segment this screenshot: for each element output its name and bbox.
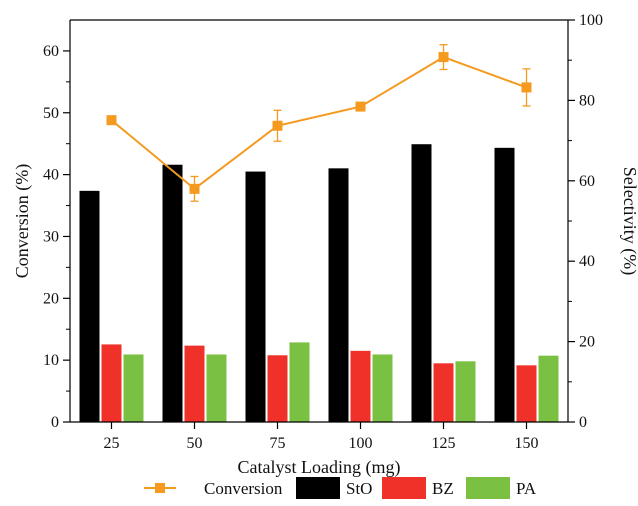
bar-pa-25 xyxy=(123,354,144,422)
conversion-marker-50 xyxy=(189,183,200,194)
y2-tick-label-80: 80 xyxy=(579,92,595,109)
bar-pa-125 xyxy=(455,361,476,422)
x-tick-label-25: 25 xyxy=(104,435,120,452)
bar-pa-75 xyxy=(289,342,310,422)
y-tick-label-10: 10 xyxy=(43,352,59,369)
y-tick-label-20: 20 xyxy=(43,290,59,307)
bar-bz-75 xyxy=(267,355,288,422)
legend-swatch-conversion-marker xyxy=(155,483,165,493)
y2-tick-label-40: 40 xyxy=(579,253,595,270)
legend-label-pa: PA xyxy=(516,479,537,498)
bar-sto-125 xyxy=(411,144,432,422)
conversion-line-layer xyxy=(106,44,532,202)
y2-tick-label-20: 20 xyxy=(579,334,595,351)
legend-label-bz: BZ xyxy=(432,479,454,498)
conversion-marker-150 xyxy=(521,82,532,93)
bar-sto-150 xyxy=(494,147,515,422)
y2-tick-label-0: 0 xyxy=(579,414,587,431)
bar-bz-150 xyxy=(516,365,537,422)
y-tick-label-50: 50 xyxy=(43,105,59,122)
x-tick-label-100: 100 xyxy=(349,435,373,452)
conversion-marker-75 xyxy=(272,120,283,131)
tick-labels-layer: 0 10 20 30 40 50 60 0 20 40 60 80 100 25 50 75 100 125 150 xyxy=(43,12,603,452)
y2-tick-label-60: 60 xyxy=(579,173,595,190)
y-axis-title: Conversion (%) xyxy=(12,164,33,278)
x-tick-label-75: 75 xyxy=(270,435,286,452)
bar-bz-100 xyxy=(350,350,371,422)
bar-pa-150 xyxy=(538,355,559,422)
axes-layer xyxy=(69,19,569,423)
bar-pa-50 xyxy=(206,354,227,422)
legend-swatch-pa xyxy=(466,477,510,499)
conversion-line xyxy=(110,56,527,191)
x-tick-label-50: 50 xyxy=(187,435,203,452)
y-tick-label-0: 0 xyxy=(51,414,59,431)
y2-tick-label-100: 100 xyxy=(579,12,603,29)
y-tick-label-30: 30 xyxy=(43,228,59,245)
y2-axis-title: Selectivity (%) xyxy=(619,167,638,275)
bar-bz-50 xyxy=(184,345,205,422)
bar-bz-125 xyxy=(433,363,454,422)
bar-pa-100 xyxy=(372,354,393,422)
bar-bz-25 xyxy=(101,344,122,422)
bar-sto-50 xyxy=(162,164,183,422)
x-axis-title: Catalyst Loading (mg) xyxy=(238,457,401,478)
legend: Conversion StO BZ PA xyxy=(144,477,537,499)
conversion-marker-100 xyxy=(355,101,366,112)
legend-swatch-sto xyxy=(296,477,340,499)
legend-swatch-bz xyxy=(382,477,426,499)
x-tick-label-150: 150 xyxy=(515,435,539,452)
conversion-marker-25 xyxy=(106,115,117,126)
bar-sto-75 xyxy=(245,171,266,422)
conversion-marker-125 xyxy=(438,52,449,63)
legend-label-sto: StO xyxy=(346,479,372,498)
y-tick-label-40: 40 xyxy=(43,167,59,184)
ticks-layer xyxy=(63,19,575,429)
bar-sto-100 xyxy=(328,168,349,422)
bar-sto-25 xyxy=(79,190,100,422)
y-tick-label-60: 60 xyxy=(43,43,59,60)
bars-layer xyxy=(79,144,559,422)
x-tick-label-125: 125 xyxy=(432,435,456,452)
legend-label-conversion: Conversion xyxy=(204,479,283,498)
